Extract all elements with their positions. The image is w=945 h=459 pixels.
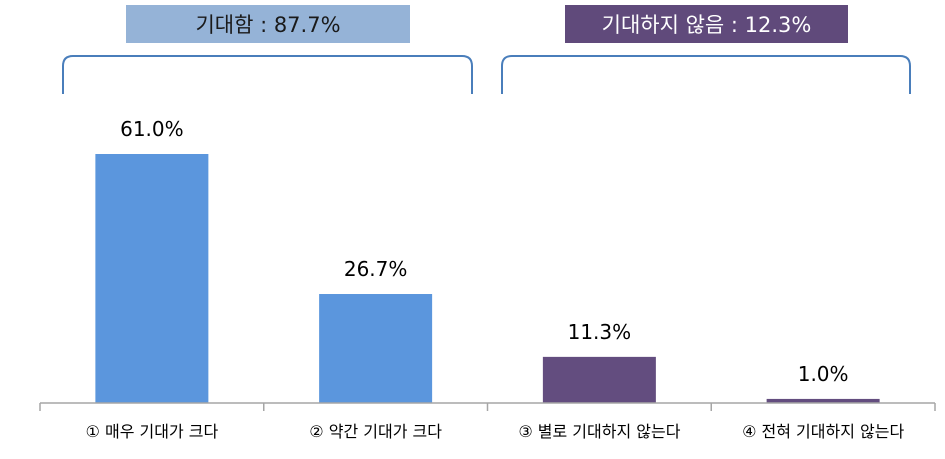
value-label-4: 1.0%	[798, 362, 849, 386]
value-labels-layer: 61.0% 26.7% 11.3% 1.0%	[120, 117, 848, 386]
not-expect-group-bracket	[501, 55, 911, 94]
category-labels-layer: ① 매우 기대가 크다 ② 약간 기대가 크다 ③ 별로 기대하지 않는다 ④ 전혀 …	[86, 422, 905, 441]
category-label-2: ② 약간 기대가 크다	[309, 422, 442, 441]
expect-group-label: 기대함 : 87.7%	[126, 5, 410, 43]
value-label-3: 11.3%	[568, 320, 632, 344]
value-label-1: 61.0%	[120, 117, 184, 141]
category-label-1: ① 매우 기대가 크다	[86, 422, 219, 441]
bar-3	[542, 356, 656, 403]
bar-4	[766, 398, 880, 403]
expect-group-bracket	[62, 55, 473, 94]
bar-1	[95, 154, 209, 403]
ticks-layer	[39, 403, 936, 411]
category-label-3: ③ 별로 기대하지 않는다	[518, 422, 680, 441]
not-expect-group-label: 기대하지 않음 : 12.3%	[565, 5, 848, 43]
bars-layer	[95, 154, 880, 403]
category-label-4: ④ 전혀 기대하지 않는다	[742, 422, 904, 441]
bar-2	[319, 294, 433, 403]
value-label-2: 26.7%	[344, 257, 408, 281]
